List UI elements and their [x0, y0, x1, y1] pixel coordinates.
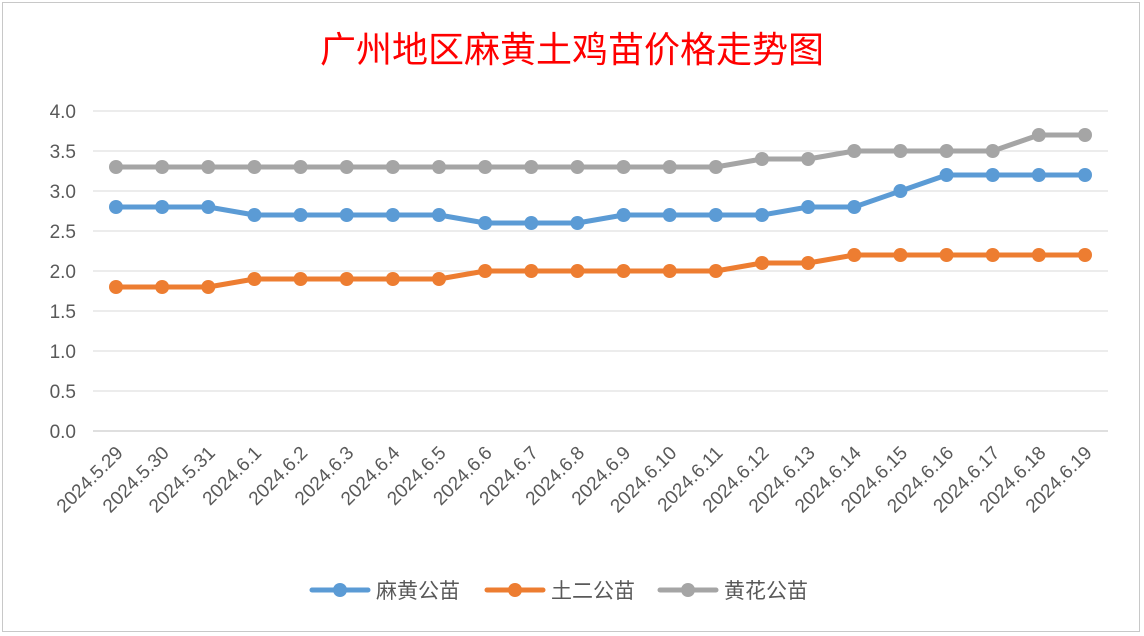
data-point [339, 160, 354, 174]
data-point [155, 280, 170, 294]
data-point [939, 248, 954, 262]
data-point [478, 264, 493, 278]
chart-title: 广州地区麻黄土鸡苗价格走势图 [320, 30, 824, 71]
data-point [524, 216, 539, 230]
data-point [109, 160, 123, 174]
x-axis: 2024.5.292024.5.302024.5.312024.6.12024.… [53, 442, 1097, 517]
y-tick-label: 0.5 [50, 382, 76, 403]
y-tick-label: 3.0 [50, 182, 76, 203]
data-point [847, 144, 862, 158]
legend-marker [681, 583, 695, 597]
series-line [113, 252, 1088, 290]
data-point [1078, 168, 1092, 182]
data-point [109, 280, 123, 294]
data-point [708, 208, 723, 222]
y-tick-label: 1.5 [50, 302, 76, 323]
data-point [201, 200, 216, 214]
series-3 [109, 128, 1092, 174]
y-tick-label: 4.0 [50, 102, 76, 123]
data-point [339, 272, 354, 286]
data-point [662, 160, 677, 174]
data-point [939, 168, 954, 182]
series-1 [109, 168, 1092, 230]
data-point [847, 200, 862, 214]
series-line [113, 172, 1088, 226]
data-point [339, 208, 354, 222]
data-point [524, 160, 539, 174]
data-point [155, 160, 170, 174]
data-point [708, 264, 723, 278]
data-point [432, 208, 446, 222]
data-point [662, 208, 677, 222]
data-point [247, 272, 262, 286]
data-point [201, 280, 216, 294]
data-point [478, 160, 493, 174]
series-line [113, 132, 1088, 170]
series-layer [109, 128, 1092, 294]
data-point [247, 160, 262, 174]
data-point [1031, 128, 1046, 142]
legend-marker [508, 583, 522, 597]
data-point [247, 208, 262, 222]
data-point [524, 264, 539, 278]
data-point [708, 160, 723, 174]
data-point [1078, 128, 1092, 142]
legend-label: 黄花公苗 [724, 579, 808, 603]
data-point [616, 160, 631, 174]
data-point [293, 208, 308, 222]
data-point [801, 200, 816, 214]
data-point [570, 216, 585, 230]
data-point [385, 208, 400, 222]
data-point [893, 184, 908, 198]
y-tick-label: 2.0 [50, 262, 76, 283]
data-point [570, 264, 585, 278]
legend-label: 麻黄公苗 [376, 579, 460, 603]
data-point [385, 160, 400, 174]
data-point [893, 248, 908, 262]
data-point [893, 144, 908, 158]
y-tick-label: 1.0 [50, 342, 76, 363]
y-tick-label: 2.5 [50, 222, 76, 243]
y-tick-label: 0.0 [50, 422, 76, 443]
data-point [985, 248, 1000, 262]
y-axis: 0.0 0.5 1.0 1.5 2.0 2.5 3.0 3.5 4.0 [50, 102, 76, 443]
gridlines [93, 110, 1108, 432]
data-point [662, 264, 677, 278]
data-point [616, 208, 631, 222]
data-point [155, 200, 170, 214]
legend-marker [333, 583, 347, 597]
data-point [201, 160, 216, 174]
data-point [1078, 248, 1092, 262]
data-point [985, 168, 1000, 182]
data-point [432, 272, 446, 286]
legend: 麻黄公苗 土二公苗 黄花公苗 [309, 579, 808, 603]
data-point [755, 152, 769, 166]
data-point [1031, 248, 1046, 262]
data-point [939, 144, 954, 158]
data-point [109, 200, 123, 214]
data-point [616, 264, 631, 278]
legend-label: 土二公苗 [551, 579, 635, 603]
data-point [293, 160, 308, 174]
data-point [847, 248, 862, 262]
data-point [570, 160, 585, 174]
data-point [755, 208, 769, 222]
data-point [801, 152, 816, 166]
data-point [293, 272, 308, 286]
data-point [755, 256, 769, 270]
y-tick-label: 3.5 [50, 142, 76, 163]
data-point [385, 272, 400, 286]
data-point [1031, 168, 1046, 182]
data-point [478, 216, 493, 230]
data-point [985, 144, 1000, 158]
series-2 [109, 248, 1092, 294]
data-point [801, 256, 816, 270]
data-point [432, 160, 446, 174]
